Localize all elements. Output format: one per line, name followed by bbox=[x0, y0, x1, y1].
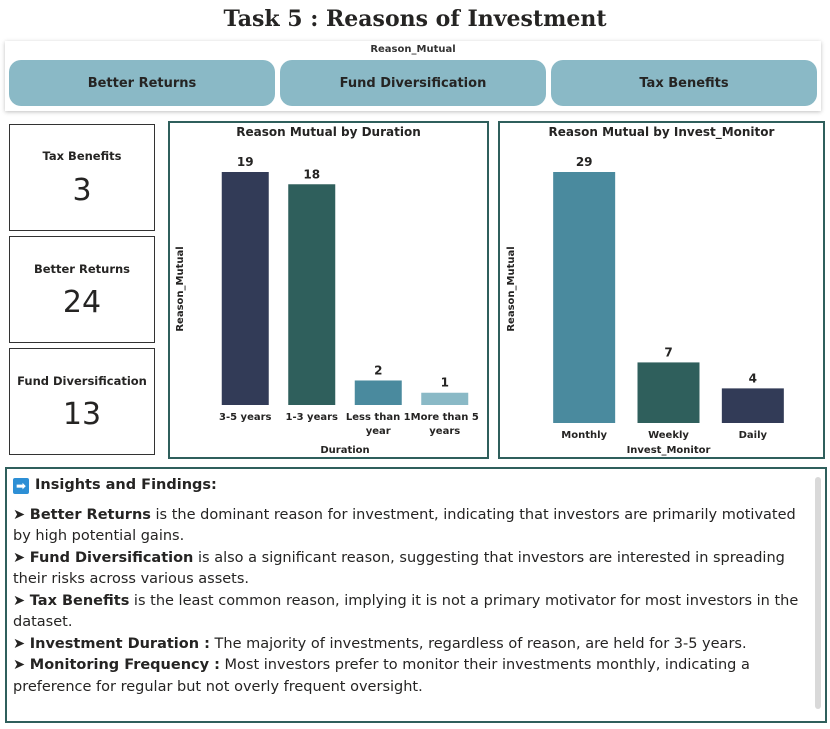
card-fund-diversification: Fund Diversification 13 bbox=[9, 348, 155, 455]
pointer-icon: ➤ bbox=[13, 657, 30, 673]
invest-monitor-chart: Reason Mutual by Invest_Monitor Reason_M… bbox=[498, 121, 825, 459]
insight-item: ➤ Better Returns is the dominant reason … bbox=[13, 505, 809, 548]
bar-monthly[interactable] bbox=[553, 172, 616, 423]
x-axis-label: Duration bbox=[320, 445, 369, 456]
insights-heading-text: Insights and Findings: bbox=[35, 477, 217, 493]
card-value: 24 bbox=[62, 285, 102, 320]
data-label: 19 bbox=[237, 155, 254, 169]
y-axis-label: Reason_Mutual bbox=[175, 246, 186, 331]
chart-title: Reason Mutual by Duration bbox=[236, 125, 421, 139]
card-value: 13 bbox=[62, 397, 102, 432]
arrow-right-icon: ➡ bbox=[13, 477, 29, 494]
insight-text: The majority of investments, regardless … bbox=[209, 635, 747, 652]
x-axis-label: Invest_Monitor bbox=[627, 445, 711, 456]
x-tick-label: 3-5 years bbox=[219, 412, 272, 423]
insights-panel: ➡ Insights and Findings: ➤ Better Return… bbox=[5, 467, 827, 723]
data-label: 4 bbox=[749, 371, 757, 385]
x-tick-label: Weekly bbox=[648, 430, 689, 441]
pointer-icon: ➤ bbox=[13, 635, 30, 652]
bar-1-3-years[interactable] bbox=[288, 184, 336, 405]
page-title: Task 5 : Reasons of Investment bbox=[223, 6, 607, 32]
card-label: Tax Benefits bbox=[42, 149, 122, 163]
reason-mutual-slicer: Reason_Mutual Better Returns Fund Divers… bbox=[5, 41, 821, 111]
insight-bold: Fund Diversification bbox=[29, 549, 194, 566]
bar-3-5-years[interactable] bbox=[221, 172, 269, 405]
insight-item: ➤ Monitoring Frequency : Most investors … bbox=[13, 655, 809, 698]
slicer-option-tax-benefits[interactable]: Tax Benefits bbox=[551, 60, 817, 106]
insights-heading: ➡ Insights and Findings: bbox=[13, 475, 809, 497]
insight-bold: Investment Duration : bbox=[29, 635, 210, 652]
bar-weekly[interactable] bbox=[637, 362, 700, 423]
x-tick-label: 1-3 years bbox=[286, 412, 339, 423]
card-label: Fund Diversification bbox=[17, 374, 147, 388]
insight-bold: Tax Benefits bbox=[29, 592, 130, 609]
slicer-option-fund-diversification[interactable]: Fund Diversification bbox=[280, 60, 546, 106]
card-label: Better Returns bbox=[33, 262, 131, 276]
insight-text: is also a significant reason, suggesting… bbox=[13, 549, 785, 588]
insight-item: ➤ Fund Diversification is also a signifi… bbox=[13, 548, 809, 591]
data-label: 2 bbox=[374, 363, 382, 377]
pointer-icon: ➤ bbox=[13, 592, 30, 609]
data-label: 7 bbox=[664, 345, 672, 359]
invest-monitor-chart-svg: Reason_Mutual 29 Monthly 7 Weekly 4 Daily Inves… bbox=[506, 155, 784, 456]
slicer-header: Reason_Mutual bbox=[370, 44, 456, 55]
card-tax-benefits: Tax Benefits 3 bbox=[9, 124, 155, 231]
pointer-icon: ➤ bbox=[13, 549, 30, 566]
chart-title: Reason Mutual by Invest_Monitor bbox=[548, 125, 775, 139]
y-axis-label: Reason_Mutual bbox=[506, 246, 517, 331]
bar-less-than-1-year[interactable] bbox=[354, 380, 402, 405]
insight-text: Most investors prefer to monitor their i… bbox=[13, 657, 750, 695]
bar-daily[interactable] bbox=[721, 388, 784, 423]
x-tick-label: Monthly bbox=[561, 430, 607, 441]
data-label: 18 bbox=[303, 167, 320, 181]
x-tick-label: years bbox=[429, 426, 460, 437]
bar-more-than-5-years[interactable] bbox=[421, 392, 469, 405]
insight-text: is the least common reason, implying it … bbox=[13, 592, 799, 631]
data-label: 29 bbox=[576, 155, 593, 169]
x-tick-label: More than 5 bbox=[411, 412, 479, 423]
data-label: 1 bbox=[441, 376, 449, 390]
duration-chart-svg: Reason_Mutual 19 3-5 years 18 1-3 years 2 Less… bbox=[175, 155, 479, 456]
insight-bold: Better Returns bbox=[29, 506, 151, 523]
x-tick-label: Daily bbox=[739, 430, 768, 441]
insight-text: is the dominant reason for investment, i… bbox=[13, 506, 796, 545]
insight-item: ➤ Tax Benefits is the least common reaso… bbox=[13, 591, 809, 634]
slicer-option-better-returns[interactable]: Better Returns bbox=[9, 60, 275, 106]
duration-chart: Reason Mutual by Duration Reason_Mutual 1… bbox=[168, 121, 489, 459]
x-tick-label: year bbox=[366, 426, 391, 437]
card-value: 3 bbox=[72, 173, 92, 208]
scrollbar[interactable] bbox=[815, 477, 821, 709]
pointer-icon: ➤ bbox=[13, 506, 30, 523]
card-better-returns: Better Returns 24 bbox=[9, 236, 155, 343]
insight-bold: Monitoring Frequency : bbox=[29, 657, 220, 673]
insight-item: ➤ Investment Duration : The majority of … bbox=[13, 634, 809, 656]
x-tick-label: Less than 1 bbox=[346, 412, 411, 423]
